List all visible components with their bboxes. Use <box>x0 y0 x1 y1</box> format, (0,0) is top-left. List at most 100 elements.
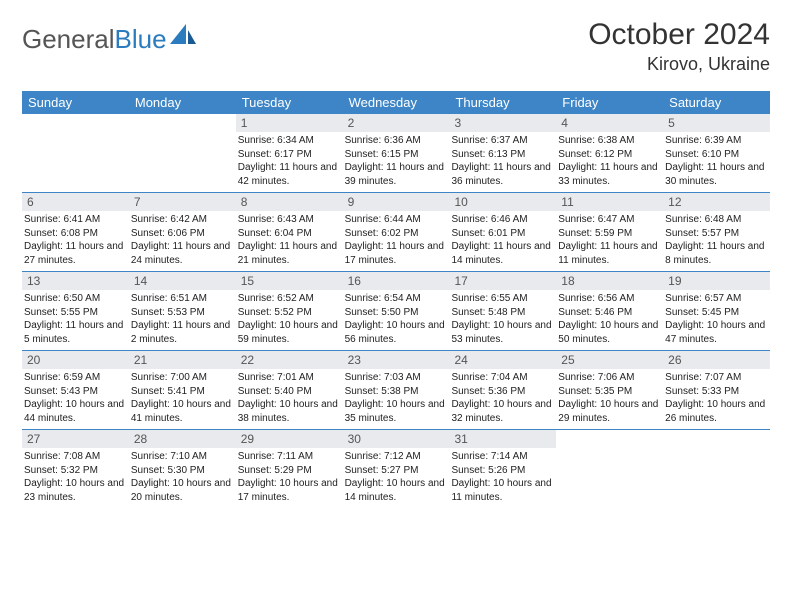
day-number: 3 <box>449 114 556 132</box>
dow-cell: Tuesday <box>236 91 343 114</box>
daylight-line: Daylight: 10 hours and 11 minutes. <box>451 477 554 504</box>
sunrise-line: Sunrise: 7:04 AM <box>451 371 554 385</box>
day-cell: 15Sunrise: 6:52 AMSunset: 5:52 PMDayligh… <box>236 272 343 350</box>
day-cell: 28Sunrise: 7:10 AMSunset: 5:30 PMDayligh… <box>129 430 236 508</box>
sunset-line: Sunset: 6:08 PM <box>24 227 127 241</box>
sunset-line: Sunset: 5:53 PM <box>131 306 234 320</box>
day-cell: 27Sunrise: 7:08 AMSunset: 5:32 PMDayligh… <box>22 430 129 508</box>
day-cell <box>129 114 236 192</box>
day-number: 25 <box>556 351 663 369</box>
daylight-line: Daylight: 11 hours and 30 minutes. <box>665 161 768 188</box>
sunrise-line: Sunrise: 6:56 AM <box>558 292 661 306</box>
header: GeneralBlue October 2024 Kirovo, Ukraine <box>22 18 770 75</box>
daylight-line: Daylight: 10 hours and 14 minutes. <box>345 477 448 504</box>
sunset-line: Sunset: 5:52 PM <box>238 306 341 320</box>
day-number: 4 <box>556 114 663 132</box>
day-number: 29 <box>236 430 343 448</box>
week-row: 20Sunrise: 6:59 AMSunset: 5:43 PMDayligh… <box>22 351 770 430</box>
daylight-line: Daylight: 11 hours and 39 minutes. <box>345 161 448 188</box>
day-cell: 2Sunrise: 6:36 AMSunset: 6:15 PMDaylight… <box>343 114 450 192</box>
day-number: 1 <box>236 114 343 132</box>
day-number: 11 <box>556 193 663 211</box>
day-number: 27 <box>22 430 129 448</box>
day-cell: 16Sunrise: 6:54 AMSunset: 5:50 PMDayligh… <box>343 272 450 350</box>
daylight-line: Daylight: 10 hours and 32 minutes. <box>451 398 554 425</box>
daylight-line: Daylight: 10 hours and 17 minutes. <box>238 477 341 504</box>
day-body: Sunrise: 7:00 AMSunset: 5:41 PMDaylight:… <box>129 369 236 429</box>
week-row: 6Sunrise: 6:41 AMSunset: 6:08 PMDaylight… <box>22 193 770 272</box>
title-block: October 2024 Kirovo, Ukraine <box>588 18 770 75</box>
sunrise-line: Sunrise: 6:47 AM <box>558 213 661 227</box>
day-number: 26 <box>663 351 770 369</box>
day-body: Sunrise: 6:48 AMSunset: 5:57 PMDaylight:… <box>663 211 770 271</box>
sunrise-line: Sunrise: 7:12 AM <box>345 450 448 464</box>
logo-text-b: Blue <box>115 24 167 54</box>
day-body: Sunrise: 7:14 AMSunset: 5:26 PMDaylight:… <box>449 448 556 508</box>
day-body: Sunrise: 7:11 AMSunset: 5:29 PMDaylight:… <box>236 448 343 508</box>
sunset-line: Sunset: 6:04 PM <box>238 227 341 241</box>
day-cell: 24Sunrise: 7:04 AMSunset: 5:36 PMDayligh… <box>449 351 556 429</box>
sunrise-line: Sunrise: 6:54 AM <box>345 292 448 306</box>
day-number: 23 <box>343 351 450 369</box>
logo-text: GeneralBlue <box>22 24 167 55</box>
day-number: 7 <box>129 193 236 211</box>
daylight-line: Daylight: 10 hours and 20 minutes. <box>131 477 234 504</box>
day-cell: 12Sunrise: 6:48 AMSunset: 5:57 PMDayligh… <box>663 193 770 271</box>
day-body: Sunrise: 6:39 AMSunset: 6:10 PMDaylight:… <box>663 132 770 192</box>
day-number: 28 <box>129 430 236 448</box>
day-body: Sunrise: 6:46 AMSunset: 6:01 PMDaylight:… <box>449 211 556 271</box>
dow-cell: Wednesday <box>343 91 450 114</box>
sunset-line: Sunset: 5:38 PM <box>345 385 448 399</box>
sunset-line: Sunset: 6:02 PM <box>345 227 448 241</box>
sunrise-line: Sunrise: 6:44 AM <box>345 213 448 227</box>
sunset-line: Sunset: 5:43 PM <box>24 385 127 399</box>
day-number: 2 <box>343 114 450 132</box>
day-cell: 26Sunrise: 7:07 AMSunset: 5:33 PMDayligh… <box>663 351 770 429</box>
day-number: 22 <box>236 351 343 369</box>
day-number: 14 <box>129 272 236 290</box>
sunset-line: Sunset: 6:13 PM <box>451 148 554 162</box>
sunset-line: Sunset: 6:10 PM <box>665 148 768 162</box>
day-body: Sunrise: 7:03 AMSunset: 5:38 PMDaylight:… <box>343 369 450 429</box>
day-cell: 4Sunrise: 6:38 AMSunset: 6:12 PMDaylight… <box>556 114 663 192</box>
day-body: Sunrise: 6:47 AMSunset: 5:59 PMDaylight:… <box>556 211 663 271</box>
day-number: 17 <box>449 272 556 290</box>
sunrise-line: Sunrise: 6:42 AM <box>131 213 234 227</box>
sunrise-line: Sunrise: 6:55 AM <box>451 292 554 306</box>
daylight-line: Daylight: 11 hours and 33 minutes. <box>558 161 661 188</box>
day-number: 30 <box>343 430 450 448</box>
day-cell: 17Sunrise: 6:55 AMSunset: 5:48 PMDayligh… <box>449 272 556 350</box>
sunset-line: Sunset: 5:35 PM <box>558 385 661 399</box>
sunset-line: Sunset: 5:41 PM <box>131 385 234 399</box>
day-number: 8 <box>236 193 343 211</box>
day-number: 19 <box>663 272 770 290</box>
day-body: Sunrise: 6:36 AMSunset: 6:15 PMDaylight:… <box>343 132 450 192</box>
day-cell: 13Sunrise: 6:50 AMSunset: 5:55 PMDayligh… <box>22 272 129 350</box>
day-cell: 20Sunrise: 6:59 AMSunset: 5:43 PMDayligh… <box>22 351 129 429</box>
day-body: Sunrise: 6:51 AMSunset: 5:53 PMDaylight:… <box>129 290 236 350</box>
sunset-line: Sunset: 5:48 PM <box>451 306 554 320</box>
daylight-line: Daylight: 11 hours and 36 minutes. <box>451 161 554 188</box>
sunset-line: Sunset: 6:01 PM <box>451 227 554 241</box>
logo-text-a: General <box>22 24 115 54</box>
day-body: Sunrise: 7:07 AMSunset: 5:33 PMDaylight:… <box>663 369 770 429</box>
day-cell: 8Sunrise: 6:43 AMSunset: 6:04 PMDaylight… <box>236 193 343 271</box>
day-body: Sunrise: 6:52 AMSunset: 5:52 PMDaylight:… <box>236 290 343 350</box>
daylight-line: Daylight: 10 hours and 41 minutes. <box>131 398 234 425</box>
day-cell: 11Sunrise: 6:47 AMSunset: 5:59 PMDayligh… <box>556 193 663 271</box>
week-row: 1Sunrise: 6:34 AMSunset: 6:17 PMDaylight… <box>22 114 770 193</box>
day-cell: 22Sunrise: 7:01 AMSunset: 5:40 PMDayligh… <box>236 351 343 429</box>
daylight-line: Daylight: 11 hours and 8 minutes. <box>665 240 768 267</box>
day-cell: 23Sunrise: 7:03 AMSunset: 5:38 PMDayligh… <box>343 351 450 429</box>
day-number: 21 <box>129 351 236 369</box>
sunset-line: Sunset: 5:57 PM <box>665 227 768 241</box>
day-number: 18 <box>556 272 663 290</box>
week-row: 27Sunrise: 7:08 AMSunset: 5:32 PMDayligh… <box>22 430 770 508</box>
day-body: Sunrise: 7:12 AMSunset: 5:27 PMDaylight:… <box>343 448 450 508</box>
location: Kirovo, Ukraine <box>588 54 770 75</box>
sunrise-line: Sunrise: 6:59 AM <box>24 371 127 385</box>
daylight-line: Daylight: 10 hours and 35 minutes. <box>345 398 448 425</box>
sunset-line: Sunset: 5:33 PM <box>665 385 768 399</box>
daylight-line: Daylight: 10 hours and 50 minutes. <box>558 319 661 346</box>
sunset-line: Sunset: 5:29 PM <box>238 464 341 478</box>
